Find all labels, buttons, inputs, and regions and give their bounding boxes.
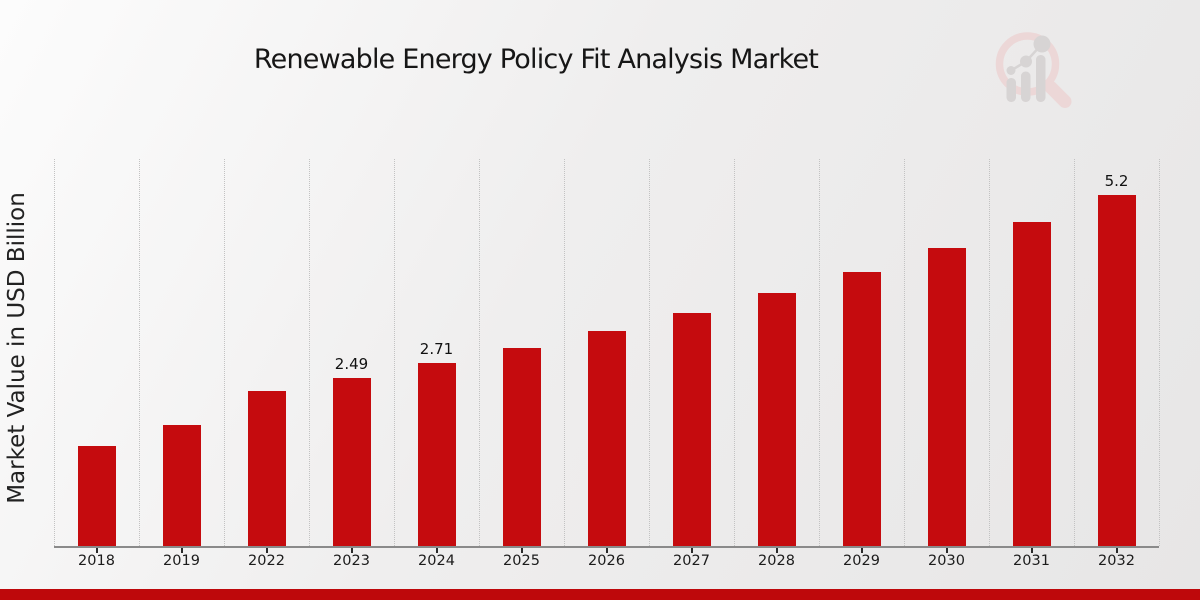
gridline bbox=[1159, 159, 1160, 546]
logo-dot-medium-icon bbox=[1020, 55, 1032, 68]
y-axis-label: Market Value in USD Billion bbox=[4, 192, 30, 504]
x-tick-label-2031: 2031 bbox=[1013, 553, 1050, 569]
bar-2027 bbox=[672, 312, 711, 546]
bar-2024 bbox=[417, 363, 456, 546]
x-tick-label-2027: 2027 bbox=[673, 553, 710, 569]
gridline bbox=[54, 159, 55, 546]
bar-2023 bbox=[332, 378, 371, 546]
bar-2028 bbox=[757, 292, 796, 546]
gridline bbox=[309, 159, 310, 546]
x-tick-label-2019: 2019 bbox=[163, 553, 200, 569]
brand-watermark-logo bbox=[995, 32, 1072, 108]
x-tick-2019 bbox=[180, 548, 183, 553]
bar-2018 bbox=[77, 445, 116, 546]
gridline bbox=[479, 159, 480, 546]
bar-value-label-2032: 5.2 bbox=[1104, 172, 1129, 191]
bar-2022 bbox=[247, 390, 286, 546]
x-tick-label-2025: 2025 bbox=[503, 553, 540, 569]
gridline bbox=[224, 159, 225, 546]
gridline bbox=[819, 159, 820, 546]
x-tick-2030 bbox=[945, 548, 948, 553]
gridline bbox=[394, 159, 395, 546]
bar-2030 bbox=[927, 248, 966, 546]
logo-dot-large-icon bbox=[1033, 35, 1051, 53]
gridline bbox=[564, 159, 565, 546]
x-tick-2018 bbox=[95, 548, 98, 553]
bar-2032 bbox=[1097, 195, 1136, 546]
gridline bbox=[989, 159, 990, 546]
logo-bar-large-icon bbox=[1036, 55, 1046, 102]
bar-2026 bbox=[587, 330, 626, 546]
bar-2019 bbox=[162, 424, 201, 546]
chart-title: Renewable Energy Policy Fit Analysis Mar… bbox=[253, 44, 819, 75]
x-tick-label-2028: 2028 bbox=[758, 553, 795, 569]
x-tick-label-2026: 2026 bbox=[588, 553, 625, 569]
x-tick-2024 bbox=[435, 548, 438, 553]
bar-value-label-2023: 2.49 bbox=[334, 355, 369, 374]
x-tick-label-2032: 2032 bbox=[1098, 553, 1135, 569]
bar-2025 bbox=[502, 347, 541, 546]
x-tick-label-2022: 2022 bbox=[248, 553, 285, 569]
gridline bbox=[1074, 159, 1075, 546]
magnifier-handle-icon bbox=[1044, 81, 1072, 108]
gridline bbox=[649, 159, 650, 546]
logo-bar-small-icon bbox=[1006, 78, 1016, 102]
plot-area: 2.49 2.71 5.2 bbox=[54, 159, 1160, 553]
bar-value-label-2024: 2.71 bbox=[419, 340, 454, 359]
logo-bar-medium-icon bbox=[1021, 71, 1031, 102]
x-tick-2026 bbox=[605, 548, 608, 553]
x-tick-label-2023: 2023 bbox=[333, 553, 370, 569]
x-tick-2027 bbox=[690, 548, 693, 553]
x-tick-2032 bbox=[1115, 548, 1118, 553]
gridline bbox=[139, 159, 140, 546]
x-tick-2025 bbox=[520, 548, 523, 553]
x-tick-2028 bbox=[775, 548, 778, 553]
x-tick-label-2024: 2024 bbox=[418, 553, 455, 569]
x-tick-2029 bbox=[860, 548, 863, 553]
bar-2031 bbox=[1012, 222, 1051, 546]
x-tick-2031 bbox=[1030, 548, 1033, 553]
x-tick-label-2029: 2029 bbox=[843, 553, 880, 569]
footer-accent-bar bbox=[0, 589, 1200, 600]
bar-2029 bbox=[842, 271, 881, 546]
x-tick-label-2030: 2030 bbox=[928, 553, 965, 569]
x-tick-2022 bbox=[265, 548, 268, 553]
gridline bbox=[734, 159, 735, 546]
logo-dot-small-icon bbox=[1006, 66, 1016, 75]
gridline bbox=[904, 159, 905, 546]
x-tick-2023 bbox=[350, 548, 353, 553]
x-tick-label-2018: 2018 bbox=[78, 553, 115, 569]
x-axis-labels: 2018 2019 2022 2023 2024 2025 2026 2027 2028 2029… bbox=[54, 553, 1159, 575]
